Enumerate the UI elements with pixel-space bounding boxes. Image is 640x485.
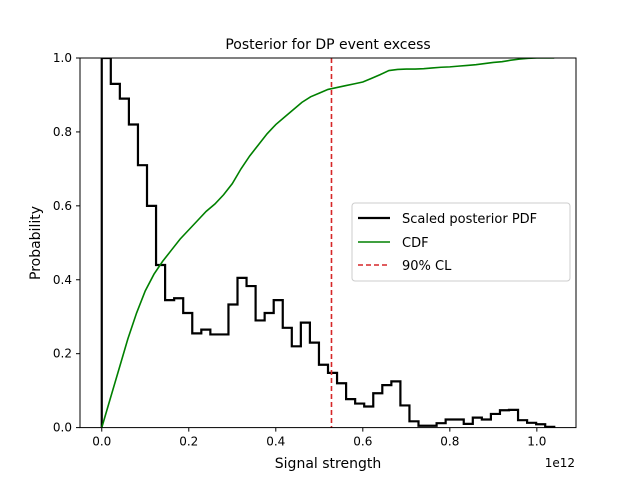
plot-frame <box>79 57 577 429</box>
x-axis-offset-label: 1e12 <box>545 456 575 470</box>
x-axis-label: Signal strength <box>275 456 381 472</box>
legend-label-cdf: CDF <box>402 236 429 251</box>
x-tick-label: 0.8 <box>440 435 459 449</box>
x-tick-label: 0.2 <box>179 435 198 449</box>
y-tick-label: 0.2 <box>53 347 72 361</box>
series-cdf-line <box>100 58 555 428</box>
series-pdf-steps <box>100 58 556 428</box>
legend: Scaled posterior PDF CDF 90% CL <box>351 202 571 282</box>
y-tick-label: 0.4 <box>53 273 72 287</box>
legend-label-pdf: Scaled posterior PDF <box>402 212 537 227</box>
chart-title: Posterior for DP event excess <box>225 37 430 53</box>
legend-label-cl: 90% CL <box>402 259 452 274</box>
legend-frame <box>351 202 571 282</box>
y-tick-label: 1.0 <box>53 51 72 65</box>
x-axis: 0.0 0.2 0.4 0.6 0.8 1.0 <box>92 427 546 449</box>
y-tick-label: 0.0 <box>53 421 72 435</box>
y-tick-label: 0.8 <box>53 125 72 139</box>
x-tick-label: 0.0 <box>92 435 111 449</box>
x-tick-label: 1.0 <box>527 435 546 449</box>
y-tick-label: 0.6 <box>53 199 72 213</box>
y-axis: 0.0 0.2 0.4 0.6 0.8 1.0 <box>53 51 80 435</box>
x-tick-label: 0.4 <box>266 435 285 449</box>
x-tick-label: 0.6 <box>353 435 372 449</box>
y-axis-label: Probability <box>28 206 44 280</box>
plot-area <box>100 58 556 428</box>
